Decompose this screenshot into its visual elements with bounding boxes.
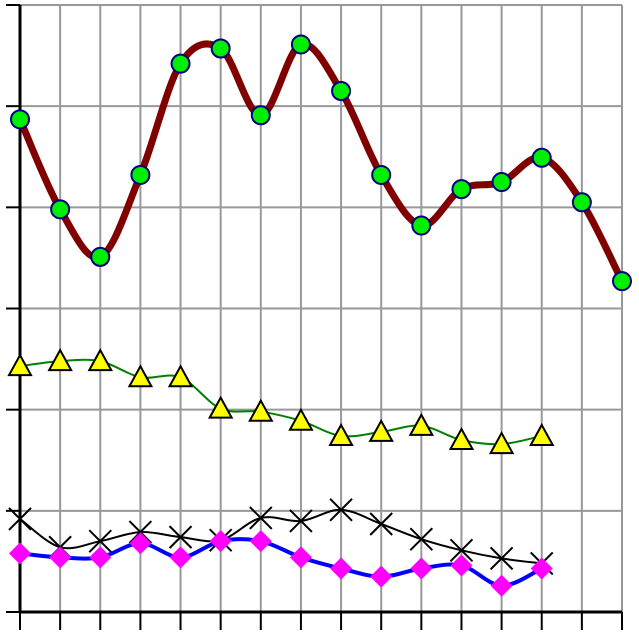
marker — [490, 574, 513, 597]
marker — [329, 498, 353, 522]
marker — [368, 418, 394, 442]
marker — [491, 172, 512, 193]
marker — [371, 164, 392, 185]
marker — [88, 529, 112, 553]
marker — [330, 557, 353, 580]
marker — [168, 525, 193, 549]
marker — [370, 565, 393, 588]
marker — [90, 246, 111, 267]
marker — [87, 348, 113, 372]
marker — [209, 530, 232, 553]
marker — [250, 105, 271, 126]
marker — [128, 520, 153, 544]
marker — [530, 557, 553, 580]
series-line — [16, 40, 626, 285]
marker — [289, 509, 313, 533]
marker — [207, 395, 234, 419]
marker — [288, 407, 314, 431]
marker — [129, 532, 152, 555]
marker — [249, 506, 273, 530]
marker — [408, 412, 435, 436]
marker — [248, 398, 274, 422]
marker — [130, 164, 151, 185]
marker — [169, 546, 192, 569]
marker — [289, 546, 312, 569]
marker — [89, 546, 112, 569]
series-line — [19, 508, 543, 565]
marker — [7, 353, 33, 377]
marker — [10, 109, 30, 130]
marker — [531, 147, 552, 168]
marker — [249, 530, 272, 553]
marker — [331, 80, 352, 101]
marker — [369, 512, 393, 536]
marker — [290, 34, 311, 55]
marker — [451, 179, 472, 200]
marker — [47, 348, 73, 372]
marker — [49, 546, 72, 569]
marker — [127, 364, 154, 388]
marker — [449, 538, 474, 562]
marker — [210, 38, 231, 59]
marker — [167, 364, 194, 388]
marker — [50, 199, 71, 220]
marker — [489, 546, 514, 571]
marker — [9, 542, 31, 565]
marker — [450, 554, 473, 577]
marker — [571, 192, 592, 213]
marker — [328, 422, 354, 446]
marker — [448, 426, 475, 451]
marker — [411, 215, 432, 236]
marker — [410, 557, 433, 580]
marker — [612, 271, 632, 292]
marker — [409, 527, 434, 551]
marker — [8, 507, 32, 531]
marker — [488, 430, 515, 455]
marker — [529, 422, 555, 446]
marker — [170, 53, 191, 74]
